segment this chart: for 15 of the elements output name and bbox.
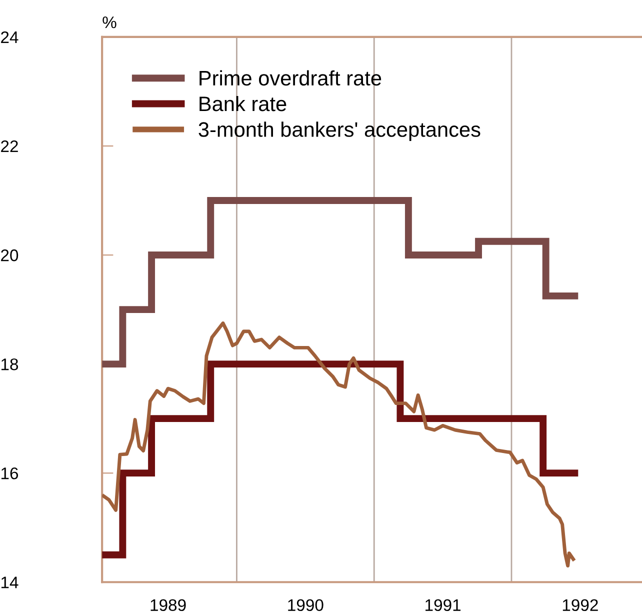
line-series <box>102 321 576 568</box>
legend-label: 3-month bankers' acceptances <box>198 122 480 142</box>
x-tick-label: 1990 <box>288 599 324 612</box>
x-tick-label: 1989 <box>150 599 186 612</box>
y-tick-label: 22 <box>1 140 18 152</box>
y-tick-label: 20 <box>1 249 18 262</box>
legend-label: Prime overdraft rate <box>200 70 382 86</box>
x-tick-label: 1991 <box>426 599 461 612</box>
legend-label: Bank rate <box>200 96 286 112</box>
y-tick-label: 16 <box>1 467 18 480</box>
x-tick-label: 1992 <box>562 599 598 612</box>
y-tick-label: 24 <box>1 31 18 43</box>
y-tick-label: 14 <box>1 576 18 588</box>
y-axis-title: % <box>102 16 116 28</box>
y-tick-label: 18 <box>1 358 18 370</box>
